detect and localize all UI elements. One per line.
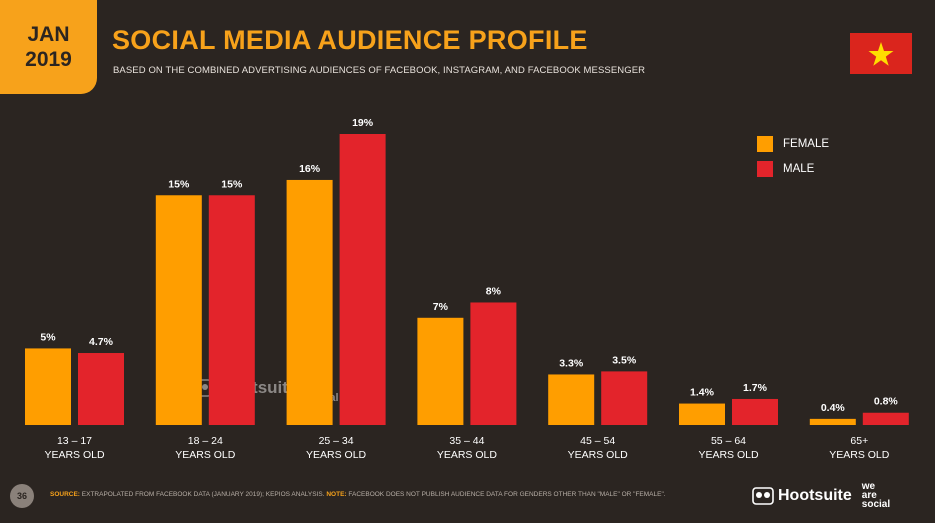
data-label-male-3: 8% xyxy=(486,285,502,297)
legend-swatch-male xyxy=(757,160,773,177)
date-badge: JAN 2019 xyxy=(0,0,97,94)
bar-male-3 xyxy=(470,302,517,425)
data-label-male-2: 19% xyxy=(352,117,374,129)
x-tick-label-2-0: 25 – 34 xyxy=(319,435,354,447)
bar-female-3 xyxy=(417,317,464,425)
x-tick-label-6-0: 65+ xyxy=(850,435,868,447)
data-label-male-5: 1.7% xyxy=(743,382,768,394)
legend-label-male: MALE xyxy=(783,162,815,175)
hootsuite-owl-icon xyxy=(752,486,774,505)
x-tick-label-0-0: 13 – 17 xyxy=(57,435,92,447)
brand-partner-line1: we xyxy=(861,481,876,492)
vietnam-flag-icon xyxy=(850,33,912,74)
data-label-female-3: 7% xyxy=(433,301,449,313)
brand-hootsuite: Hootsuite xyxy=(778,486,852,504)
note-text: FACEBOOK DOES NOT PUBLISH AUDIENCE DATA … xyxy=(346,491,666,498)
data-label-male-6: 0.8% xyxy=(874,396,899,408)
x-tick-label-6-1: YEARS OLD xyxy=(829,449,890,461)
footer-brand: Hootsuite we are social xyxy=(752,481,891,510)
note-label: NOTE: xyxy=(326,491,347,498)
x-tick-label-2-1: YEARS OLD xyxy=(306,449,367,461)
x-tick-label-5-0: 55 – 64 xyxy=(711,435,746,447)
bar-female-4 xyxy=(548,374,595,425)
date-month: JAN xyxy=(27,23,70,46)
data-label-female-6: 0.4% xyxy=(821,402,846,414)
data-label-female-4: 3.3% xyxy=(559,357,584,369)
legend-swatch-female xyxy=(757,135,773,152)
bar-female-5 xyxy=(679,403,725,425)
data-label-female-2: 16% xyxy=(299,163,321,175)
source-text: EXTRAPOLATED FROM FACEBOOK DATA (JANUARY… xyxy=(79,491,327,498)
bar-male-6 xyxy=(862,412,909,425)
bar-female-0 xyxy=(25,348,71,425)
data-label-male-1: 15% xyxy=(221,178,243,190)
footer-source: SOURCE: EXTRAPOLATED FROM FACEBOOK DATA … xyxy=(50,491,666,498)
x-tick-label-1-0: 18 – 24 xyxy=(188,435,223,447)
bar-chart: 5% 4.7% 13 – 17 YEARS OLD 15% 15% 18 – 24 YEARS… xyxy=(25,117,909,461)
bar-male-2 xyxy=(339,134,386,425)
data-label-male-4: 3.5% xyxy=(612,354,637,366)
brand-partner-line2: are xyxy=(861,490,877,501)
page-title: SOCIAL MEDIA AUDIENCE PROFILE xyxy=(112,25,588,55)
flag-star-icon xyxy=(868,41,894,66)
data-label-male-0: 4.7% xyxy=(89,336,114,348)
data-label-female-1: 15% xyxy=(168,178,190,190)
legend-item-female: FEMALE xyxy=(757,135,829,152)
legend-label-female: FEMALE xyxy=(783,137,830,150)
legend-item-male: MALE xyxy=(757,160,829,177)
x-tick-label-0-1: YEARS OLD xyxy=(44,449,105,461)
x-tick-label-3-0: 35 – 44 xyxy=(449,435,484,447)
bar-male-5 xyxy=(732,398,778,425)
bar-male-0 xyxy=(78,353,124,425)
x-tick-label-4-1: YEARS OLD xyxy=(568,449,629,461)
page-number: 36 xyxy=(10,484,34,508)
x-tick-label-5-1: YEARS OLD xyxy=(698,449,759,461)
x-tick-label-4-0: 45 – 54 xyxy=(580,435,615,447)
chart-legend: FEMALE MALE xyxy=(757,135,829,185)
bar-female-1 xyxy=(155,195,202,425)
x-tick-label-1-1: YEARS OLD xyxy=(175,449,236,461)
brand-we-are-social: we are social xyxy=(861,481,891,510)
bar-female-6 xyxy=(809,418,856,425)
bar-male-4 xyxy=(601,371,648,425)
bar-male-1 xyxy=(208,195,255,425)
source-label: SOURCE: xyxy=(50,491,80,498)
data-label-female-5: 1.4% xyxy=(690,387,715,399)
data-label-female-0: 5% xyxy=(40,331,56,343)
date-year: 2019 xyxy=(25,48,72,71)
page-subtitle: BASED ON THE COMBINED ADVERTISING AUDIEN… xyxy=(113,65,646,76)
brand-partner-line3: social xyxy=(861,499,891,510)
x-tick-label-3-1: YEARS OLD xyxy=(437,449,498,461)
bar-female-2 xyxy=(286,179,333,425)
